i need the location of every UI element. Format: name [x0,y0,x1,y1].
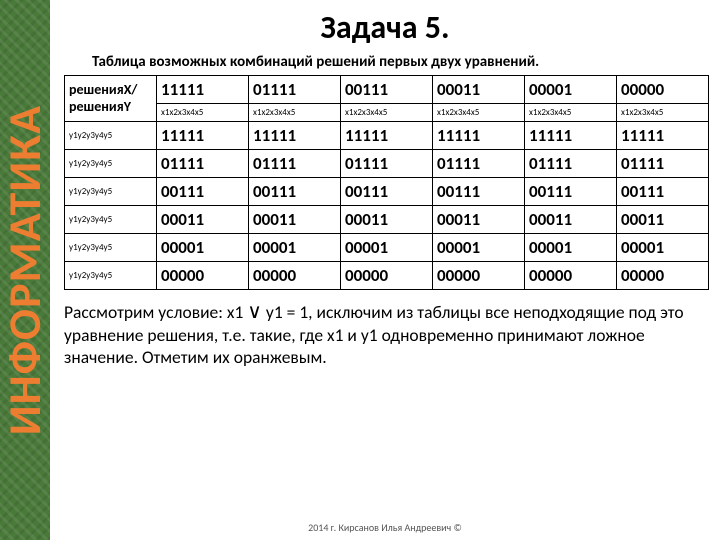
table-row: y1y2y3y4y5 00111 00111 00111 00111 00111… [65,178,709,206]
footer: 2014 г. Кирсанов Илья Андреевич © [50,521,720,534]
cell: 00111 [249,178,341,206]
cell: 00001 [617,234,709,262]
cell: 01111 [433,150,525,178]
cell: 00111 [341,178,433,206]
cell: 01111 [157,150,249,178]
cell: 01111 [341,150,433,178]
cell: 00000 [617,262,709,290]
explanation-paragraph: Рассмотрим условие: x1 ∨ y1 = 1, исключи… [64,300,706,369]
cell: 11111 [157,122,249,150]
col-sub: x1x2x3x4x5 [341,104,433,122]
cell: 00111 [525,178,617,206]
corner-slash: / [131,81,137,98]
cell: 00001 [249,234,341,262]
cell: 00011 [617,206,709,234]
table-header-row-2: x1x2x3x4x5 x1x2x3x4x5 x1x2x3x4x5 x1x2x3x… [65,104,709,122]
cell: 11111 [617,122,709,150]
row-head: y1y2y3y4y5 [65,150,157,178]
col-head: 11111 [157,76,249,104]
cell: 00011 [249,206,341,234]
row-head: y1y2y3y4y5 [65,122,157,150]
col-sub: x1x2x3x4x5 [249,104,341,122]
cell: 00011 [433,206,525,234]
row-head: y1y2y3y4y5 [65,234,157,262]
disjunction-symbol: ∨ [247,300,262,324]
corner-cell: решенияX/ решенияY [65,76,157,122]
page-title: Задача 5. [64,8,706,47]
cell: 11111 [525,122,617,150]
cell: 00001 [433,234,525,262]
cell: 00000 [433,262,525,290]
combinations-table: решенияX/ решенияY 11111 01111 00111 000… [64,75,709,290]
corner-y: решенияY [69,98,131,115]
slide: ИНФОРМАТИКА Задача 5. Таблица возможных … [0,0,720,540]
subtitle: Таблица возможных комбинаций решений пер… [64,53,706,71]
cell: 00001 [157,234,249,262]
col-head: 00111 [341,76,433,104]
col-sub: x1x2x3x4x5 [433,104,525,122]
sidebar: ИНФОРМАТИКА [0,0,50,540]
table-row: y1y2y3y4y5 00001 00001 00001 00001 00001… [65,234,709,262]
col-sub: x1x2x3x4x5 [157,104,249,122]
cell: 00111 [157,178,249,206]
col-sub: x1x2x3x4x5 [525,104,617,122]
content: Задача 5. Таблица возможных комбинаций р… [50,0,720,540]
table-row: y1y2y3y4y5 00011 00011 00011 00011 00011… [65,206,709,234]
sidebar-label: ИНФОРМАТИКА [0,105,53,435]
col-sub: x1x2x3x4x5 [617,104,709,122]
cell: 00000 [157,262,249,290]
cell: 00011 [341,206,433,234]
cell: 00000 [249,262,341,290]
cell: 00111 [433,178,525,206]
table-row: y1y2y3y4y5 01111 01111 01111 01111 01111… [65,150,709,178]
row-head: y1y2y3y4y5 [65,262,157,290]
table-row: y1y2y3y4y5 00000 00000 00000 00000 00000… [65,262,709,290]
cell: 00000 [341,262,433,290]
col-head: 00000 [617,76,709,104]
row-head: y1y2y3y4y5 [65,178,157,206]
row-head: y1y2y3y4y5 [65,206,157,234]
para-part1: Рассмотрим условие: x1 [64,301,247,323]
cell: 11111 [433,122,525,150]
cell: 00111 [617,178,709,206]
cell: 00001 [341,234,433,262]
cell: 01111 [525,150,617,178]
table-header-row-1: решенияX/ решенияY 11111 01111 00111 000… [65,76,709,104]
cell: 00011 [525,206,617,234]
cell: 11111 [341,122,433,150]
cell: 00001 [525,234,617,262]
cell: 01111 [249,150,341,178]
col-head: 01111 [249,76,341,104]
col-head: 00011 [433,76,525,104]
cell: 00000 [525,262,617,290]
cell: 11111 [249,122,341,150]
cell: 00011 [157,206,249,234]
table-row: y1y2y3y4y5 11111 11111 11111 11111 11111… [65,122,709,150]
corner-x: решенияX [69,81,131,98]
col-head: 00001 [525,76,617,104]
cell: 01111 [617,150,709,178]
